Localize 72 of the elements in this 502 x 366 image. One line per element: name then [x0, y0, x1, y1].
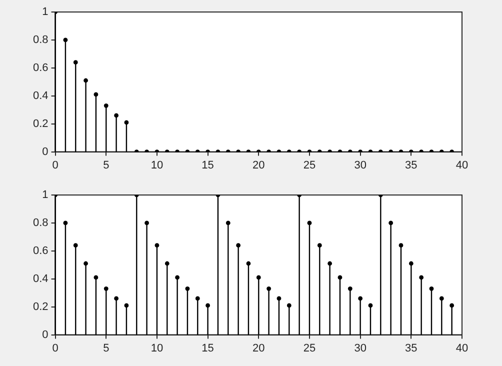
point — [114, 113, 118, 118]
y-tick-label: 0.2 — [32, 300, 48, 313]
point — [429, 286, 434, 291]
x-tick-label: 35 — [405, 159, 418, 172]
point — [104, 103, 108, 108]
point — [104, 286, 108, 291]
x-tick-label: 15 — [202, 342, 214, 354]
x-tick-label: 25 — [303, 159, 316, 172]
y-tick-label: 0.8 — [32, 34, 48, 46]
point — [408, 261, 414, 266]
point — [73, 243, 78, 248]
point — [317, 243, 322, 248]
point — [338, 275, 342, 280]
x-tick-label: 5 — [103, 342, 110, 354]
x-tick-label: 0 — [52, 342, 58, 354]
point — [398, 243, 404, 248]
point — [94, 92, 98, 97]
y-tick-label: 0.4 — [32, 272, 48, 285]
x-tick-label: 5 — [103, 159, 110, 172]
point — [236, 243, 241, 248]
point — [144, 220, 149, 226]
y-tick-label: 0 — [42, 328, 48, 341]
y-tick-label: 0.6 — [32, 62, 48, 74]
point — [246, 261, 251, 266]
point — [195, 296, 200, 301]
x-tick-label: 20 — [252, 159, 265, 172]
point — [164, 261, 170, 266]
point — [206, 303, 210, 308]
point — [226, 220, 230, 226]
y-tick-label: 0.4 — [32, 90, 48, 102]
x-tick-label: 40 — [456, 159, 468, 172]
point — [73, 60, 78, 65]
point — [348, 286, 352, 291]
point — [276, 296, 282, 301]
point — [94, 275, 98, 280]
point — [368, 303, 373, 308]
y-tick-label: 1 — [42, 6, 48, 18]
point — [328, 261, 332, 266]
point — [185, 286, 190, 291]
point — [154, 243, 160, 248]
y-tick-label: 0.2 — [32, 118, 48, 130]
x-tick-label: 10 — [150, 342, 164, 354]
point — [124, 120, 129, 125]
point — [419, 275, 424, 280]
y-tick-label: 0 — [42, 146, 48, 158]
point — [266, 286, 272, 291]
x-tick-label: 35 — [405, 342, 418, 354]
point — [358, 296, 363, 301]
point — [256, 275, 261, 280]
x-tick-label: 25 — [303, 342, 316, 354]
x-tick-label: 20 — [252, 342, 265, 354]
x-tick-label: 30 — [354, 342, 366, 354]
x-tick-label: 40 — [456, 342, 468, 354]
point — [63, 220, 68, 226]
x-tick-label: 0 — [52, 159, 58, 172]
y-tick-label: 0.6 — [32, 244, 48, 257]
y-tick-label: 0.8 — [32, 216, 48, 229]
point — [286, 303, 292, 308]
x-tick-label: 30 — [354, 159, 366, 172]
point — [84, 261, 88, 266]
point — [84, 78, 88, 83]
point — [114, 296, 118, 301]
point — [307, 220, 312, 226]
x-tick-label: 15 — [202, 159, 214, 172]
point — [63, 38, 68, 42]
point — [175, 275, 180, 280]
x-tick-label: 10 — [150, 159, 164, 172]
point — [124, 303, 129, 308]
point — [439, 296, 444, 301]
point — [450, 303, 454, 308]
y-tick-label: 1 — [42, 189, 48, 202]
point — [388, 220, 394, 226]
